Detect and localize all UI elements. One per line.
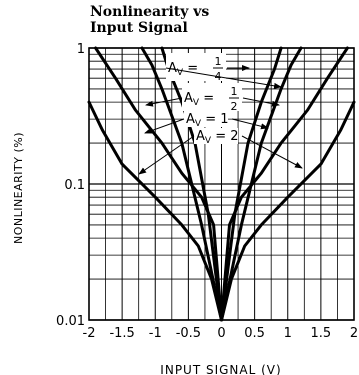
chart-title-line-1: Nonlinearity vs [90, 4, 210, 20]
annotation-arrow-left [138, 135, 195, 175]
grid-major-lines [88, 47, 355, 321]
annotation-equals: = [183, 61, 198, 76]
chart-title-line-2: Input Signal [90, 20, 188, 36]
x-tick-label: 0.5 [244, 326, 265, 341]
x-tick-label: 1.5 [311, 326, 332, 341]
y-tick-label: 0.01 [56, 314, 85, 329]
annotation-prefix: A [168, 61, 177, 76]
y-axis-label: NONLINEARITY (%) [12, 132, 25, 244]
annotation-prefix: A [184, 91, 193, 106]
annotation-subscript: V [195, 119, 202, 129]
annotation-bg [184, 111, 228, 127]
annotation-equals: = [199, 91, 214, 106]
series-curves [87, 46, 356, 322]
annotation-label: AV = [184, 91, 214, 108]
x-tick-label: 2 [350, 326, 358, 341]
annotation-arrow-right [241, 135, 303, 169]
x-tick-label: -2 [83, 326, 96, 341]
annotation-subscript: V [193, 98, 200, 108]
annotation-av-2: AV = 1 2 [145, 83, 280, 113]
x-tick-label: -1 [149, 326, 162, 341]
annotation-numerator: 1 [215, 55, 222, 68]
y-tick-label: 0.1 [64, 178, 85, 193]
x-tick-label: -1.5 [109, 326, 134, 341]
annotation-bg [194, 128, 238, 144]
x-tick-label: -0.5 [176, 326, 201, 341]
annotation-prefix: A [186, 112, 195, 127]
y-tick-label: 1 [77, 42, 85, 57]
annotation-subscript: V [177, 68, 184, 78]
annotation-arrow-left [165, 67, 282, 89]
axis-tick-labels: -2 -1.5 -1 -0.5 0 0.5 1 1.5 2 0.01 0.1 1 [56, 42, 358, 341]
x-tick-label: 0 [217, 326, 225, 341]
annotation-equals: = [201, 112, 220, 127]
annotation-equals: = [211, 129, 230, 144]
annotation-subscript: V [205, 136, 212, 146]
annotation-value: 1 [220, 112, 228, 127]
annotation-av-4: AV = 2 [138, 128, 303, 175]
annotation-denominator: 2 [231, 100, 238, 113]
annotation-label: AV = 2 [196, 129, 239, 146]
x-axis-label: INPUT SIGNAL (V) [160, 363, 281, 375]
chart-title: Nonlinearity vs Input Signal [90, 4, 209, 36]
annotation-numerator: 1 [231, 85, 238, 98]
annotation-bg [182, 83, 242, 111]
annotation-value: 2 [230, 129, 238, 144]
annotation-prefix: A [196, 129, 205, 144]
annotation-arrow-right [242, 97, 280, 107]
series-line-4 [87, 100, 356, 322]
annotation-arrow-right [231, 118, 269, 130]
annotation-label: AV = 1 [186, 112, 229, 129]
annotation-av-1: AV = 14 [165, 53, 282, 89]
annotation-arrow-left [145, 97, 183, 107]
annotation-av-3: AV = 1 [144, 111, 269, 134]
annotation-arrow-left [144, 118, 185, 134]
x-tick-label: 1 [284, 326, 292, 341]
